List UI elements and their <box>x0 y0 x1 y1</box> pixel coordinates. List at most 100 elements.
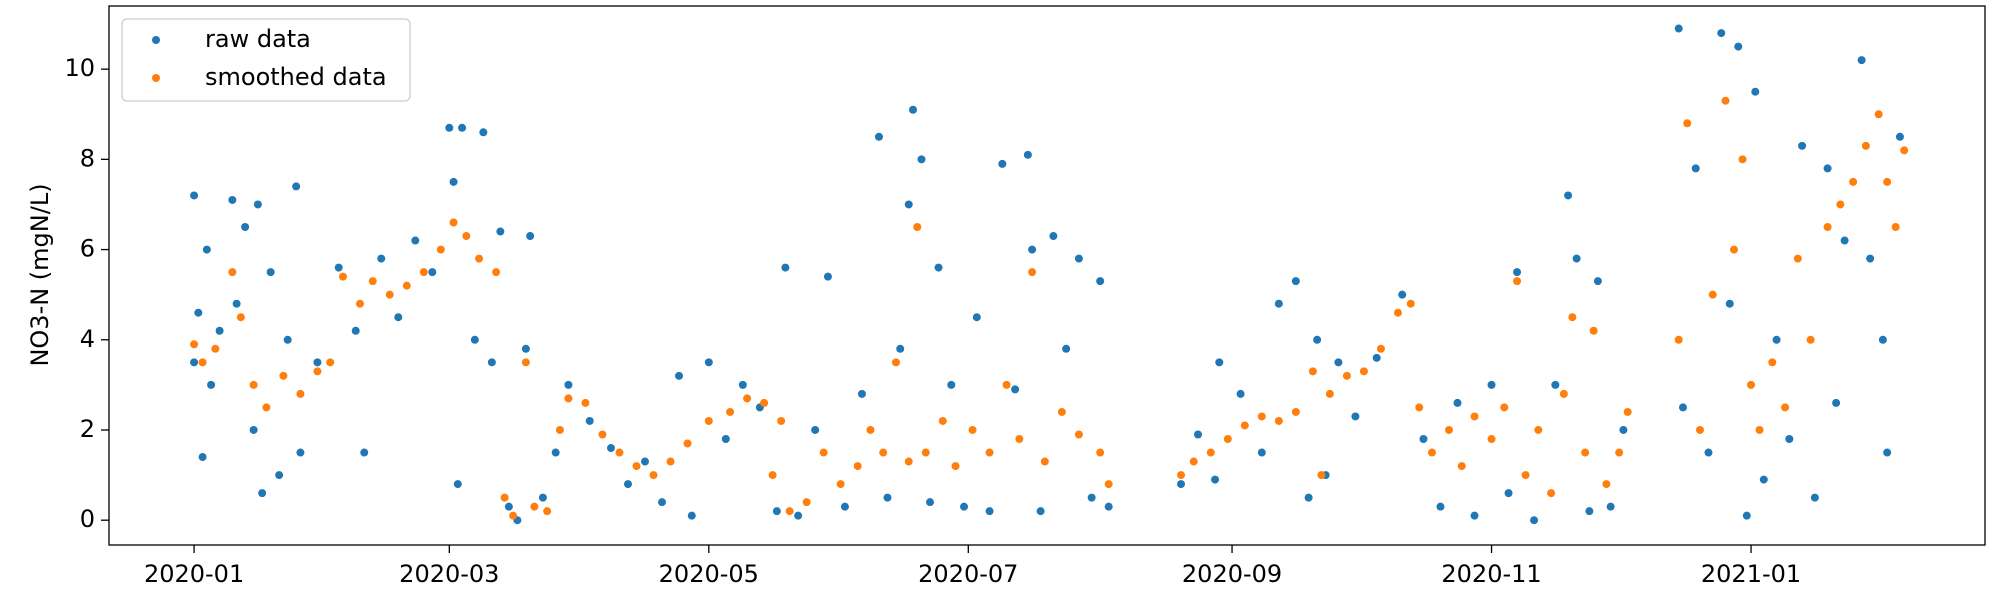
data-point <box>1678 403 1687 412</box>
data-point <box>1211 475 1220 484</box>
data-point <box>1840 236 1849 245</box>
data-point <box>555 425 564 434</box>
data-point <box>1342 371 1351 380</box>
plot-frame <box>108 5 1986 546</box>
data-point <box>1534 425 1543 434</box>
data-point <box>704 358 713 367</box>
data-point <box>1615 448 1624 457</box>
data-point <box>960 502 969 511</box>
data-point <box>1836 200 1845 209</box>
data-point <box>509 511 518 520</box>
data-point <box>1500 403 1509 412</box>
data-point <box>951 462 960 471</box>
data-point <box>1883 177 1892 186</box>
data-point <box>479 128 488 137</box>
data-point <box>1087 493 1096 502</box>
data-point <box>419 268 428 277</box>
data-point <box>998 159 1007 168</box>
data-point <box>1028 268 1037 277</box>
data-point <box>462 232 471 241</box>
data-point <box>1861 141 1870 150</box>
data-point <box>1393 308 1402 317</box>
data-point <box>896 344 905 353</box>
y-tick-label: 8 <box>80 144 95 172</box>
data-point <box>1504 489 1513 498</box>
data-point <box>1002 380 1011 389</box>
data-point <box>904 200 913 209</box>
data-point <box>1415 403 1424 412</box>
data-point <box>921 448 930 457</box>
y-tick-label: 2 <box>80 415 95 443</box>
data-point <box>266 268 275 277</box>
x-tick-label: 2020-11 <box>1441 560 1541 588</box>
data-point <box>334 263 343 272</box>
data-point <box>1359 367 1368 376</box>
data-point <box>1606 502 1615 511</box>
data-point <box>658 498 667 507</box>
data-point <box>1623 407 1632 416</box>
x-tick-label: 2020-01 <box>144 560 244 588</box>
data-point <box>1695 425 1704 434</box>
data-point <box>530 502 539 511</box>
data-point <box>819 448 828 457</box>
data-point <box>1513 277 1522 286</box>
data-point <box>909 105 917 114</box>
data-point <box>1104 480 1113 489</box>
data-point <box>436 245 445 254</box>
data-point <box>1589 326 1598 335</box>
data-point <box>641 457 649 466</box>
data-point <box>615 448 624 457</box>
data-point <box>726 407 735 416</box>
data-point <box>934 263 943 272</box>
data-point <box>1734 42 1743 51</box>
data-point <box>704 416 713 425</box>
data-point <box>538 493 547 502</box>
legend-label: smoothed data <box>205 63 387 91</box>
data-point <box>428 268 437 277</box>
data-point <box>1832 398 1841 407</box>
data-point <box>228 195 237 204</box>
legend-label: raw data <box>205 25 311 53</box>
data-point <box>1551 380 1560 389</box>
data-point <box>1785 435 1794 444</box>
data-point <box>649 471 658 480</box>
legend-marker <box>152 74 160 82</box>
x-tick-label: 2020-07 <box>918 560 1018 588</box>
data-point <box>338 272 347 281</box>
data-point <box>1376 344 1385 353</box>
data-point <box>1738 155 1747 164</box>
data-point <box>687 511 696 520</box>
data-point <box>1806 335 1815 344</box>
data-point <box>1015 435 1024 444</box>
data-point <box>236 313 245 322</box>
data-point <box>1334 358 1343 367</box>
data-point <box>500 493 509 502</box>
data-point <box>883 493 892 502</box>
data-point <box>1823 164 1832 173</box>
data-point <box>811 425 820 434</box>
data-point <box>190 358 199 367</box>
data-point <box>866 425 875 434</box>
data-point <box>1240 421 1249 430</box>
data-point <box>785 507 794 516</box>
data-point <box>836 480 845 489</box>
data-point <box>368 277 377 286</box>
data-point <box>1453 398 1462 407</box>
y-tick-label: 6 <box>80 235 95 263</box>
data-point <box>1772 335 1781 344</box>
data-point <box>394 313 403 322</box>
data-point <box>249 425 258 434</box>
series-points <box>190 96 1909 520</box>
data-point <box>1028 245 1037 254</box>
data-point <box>666 457 675 466</box>
data-point <box>1470 511 1479 520</box>
data-point <box>1291 277 1300 286</box>
data-point <box>1704 448 1713 457</box>
data-point <box>1883 448 1892 457</box>
data-point <box>1194 430 1203 439</box>
data-point <box>1751 87 1760 96</box>
data-point <box>543 507 552 516</box>
data-point <box>1436 502 1445 511</box>
data-point <box>904 457 913 466</box>
data-point <box>198 358 207 367</box>
